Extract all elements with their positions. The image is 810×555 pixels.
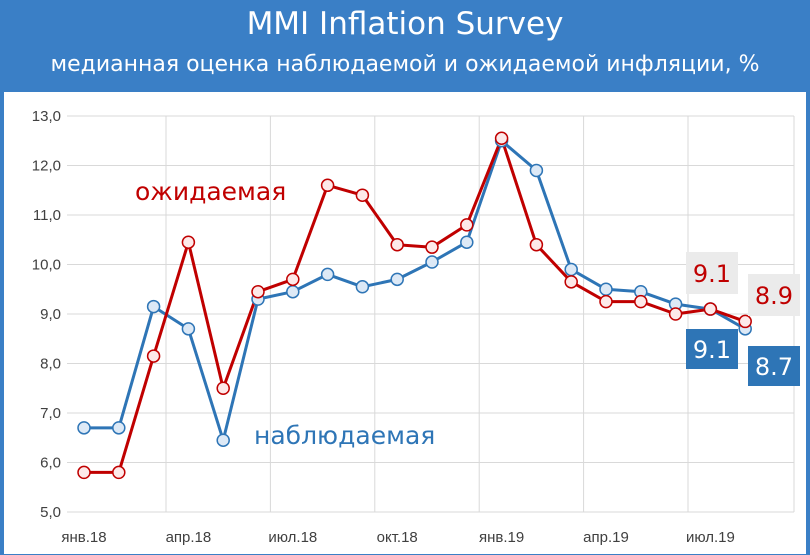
y-tick-label: 7,0 (40, 405, 61, 422)
data-point-observed (77, 421, 91, 435)
callout-observed-jul-label: 9.1 (693, 336, 731, 364)
data-point-expected (112, 465, 126, 480)
y-tick-label: 6,0 (40, 455, 61, 472)
y-tick-label: 12,0 (32, 158, 61, 175)
callout-observed-aug-label: 8.7 (755, 353, 793, 381)
data-point-expected (668, 307, 683, 321)
data-point-expected (251, 284, 265, 299)
data-point-expected (146, 349, 161, 363)
data-point-observed (460, 235, 474, 249)
series-label-observed: наблюдаемая (254, 421, 435, 450)
data-point-expected (390, 237, 404, 252)
data-point-observed (564, 262, 578, 277)
chart-area: 5,0 6,0 7,0 8,0 9,0 10,0 11,0 12,0 13,0 янв.18 апр… (4, 92, 806, 554)
data-point-observed (599, 282, 613, 296)
data-point-observed (286, 284, 300, 299)
callout-expected-aug-box (748, 274, 800, 316)
data-point-observed (390, 272, 404, 287)
y-tick-label: 11,0 (33, 207, 61, 224)
callout-expected-aug-label: 8.9 (755, 282, 793, 310)
data-point-observed (320, 267, 335, 282)
chart-title: MMI Inflation Survey (246, 6, 564, 42)
chart-subtitle: медианная оценка наблюдаемой и ожидаемой… (50, 52, 760, 77)
y-tick-label: 13,0 (32, 108, 61, 125)
data-point-observed (355, 280, 370, 294)
data-point-expected (216, 381, 230, 395)
data-point-expected (77, 465, 91, 480)
line-chart: 5,0 6,0 7,0 8,0 9,0 10,0 11,0 12,0 13,0 янв.18 апр… (32, 108, 800, 546)
callout-expected-jul-box (686, 252, 738, 294)
header-banner: MMI Inflation Survey медианная оценка на… (0, 0, 810, 88)
data-point-observed (216, 433, 230, 447)
data-point-expected (181, 235, 196, 249)
data-point-expected (564, 275, 578, 289)
x-tick-label: окт.18 (377, 529, 418, 546)
y-tick-label: 8,0 (40, 356, 61, 373)
data-point-expected (703, 302, 718, 316)
data-point-observed (425, 255, 439, 269)
x-tick-label: апр.19 (583, 529, 629, 546)
data-point-expected (738, 314, 752, 329)
data-point-observed (146, 299, 161, 314)
data-point-expected (425, 240, 439, 254)
data-point-observed (112, 421, 126, 435)
series-label-expected: ожидаемая (135, 177, 286, 206)
chart-frame: 5,0 6,0 7,0 8,0 9,0 10,0 11,0 12,0 13,0 янв.18 апр… (0, 88, 810, 555)
data-point-expected (286, 272, 300, 287)
data-point-expected (320, 178, 335, 193)
callout-observed-jul-box (686, 329, 738, 369)
x-tick-label: апр.18 (166, 529, 212, 546)
data-point-expected (494, 131, 509, 146)
data-point-expected (634, 294, 648, 309)
x-tick-label: янв.18 (61, 529, 106, 546)
data-point-expected (355, 188, 370, 202)
y-tick-label: 5,0 (40, 504, 61, 521)
data-point-observed (181, 322, 196, 336)
x-tick-label: июл.18 (268, 529, 317, 546)
y-tick-label: 10,0 (32, 257, 61, 274)
data-point-observed (529, 163, 544, 178)
callout-expected-jul-label: 9.1 (693, 260, 731, 288)
data-point-expected (599, 294, 613, 309)
callout-observed-aug-box (748, 346, 800, 386)
x-tick-label: янв.19 (479, 529, 524, 546)
y-tick-label: 9,0 (40, 306, 61, 323)
data-point-expected (460, 218, 474, 232)
x-tick-label: июл.19 (686, 529, 735, 546)
data-point-expected (529, 237, 544, 252)
